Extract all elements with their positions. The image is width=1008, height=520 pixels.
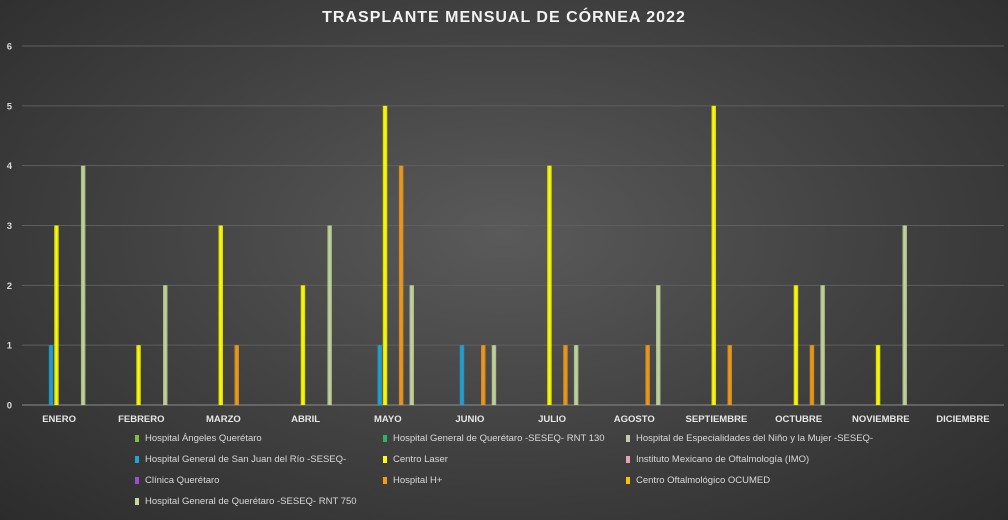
x-tick-label: SEPTIEMBRE (686, 414, 748, 425)
legend-item: Hospital General de Querétaro -SESEQ- RN… (383, 432, 626, 445)
legend-swatch (135, 435, 139, 442)
bar (491, 345, 497, 405)
x-tick-label: DICIEMBRE (936, 414, 989, 425)
bar (645, 345, 650, 405)
y-tick-label: 1 (7, 341, 13, 352)
bar (727, 345, 732, 405)
y-tick-label: 0 (7, 401, 12, 412)
legend-swatch (626, 435, 630, 442)
legend-item: Clínica Querétaro (135, 474, 383, 487)
chart-title: TRASPLANTE MENSUAL DE CÓRNEA 2022 (322, 9, 686, 26)
x-tick-label: ABRIL (291, 414, 320, 425)
legend-swatch (135, 477, 139, 484)
legend-item: Hospital H+ (383, 474, 626, 487)
legend-label: Hospital General de Querétaro -SESEQ- RN… (393, 433, 605, 444)
x-axis: ENERO FEBRERO MARZO ABRIL MAYO JUNIO JULIO AGOS… (42, 414, 989, 425)
bar (54, 225, 59, 405)
legend-swatch (626, 456, 630, 463)
bar (163, 285, 168, 405)
bar (820, 285, 825, 405)
bar (300, 285, 306, 405)
bar (547, 165, 552, 405)
x-tick-label: MAYO (374, 414, 402, 425)
y-tick-label: 2 (7, 281, 12, 292)
bar (573, 345, 579, 405)
legend-swatch (135, 456, 139, 463)
x-tick-label: ENERO (42, 414, 76, 425)
bar (459, 345, 465, 405)
bar (327, 225, 332, 405)
legend: Hospital Ángeles Querétaro Hospital Gener… (135, 432, 995, 508)
bar (136, 345, 141, 405)
bar (234, 345, 239, 405)
gridlines (22, 45, 1004, 406)
y-axis: 0 1 2 3 4 5 6 (7, 42, 13, 412)
y-tick-label: 3 (7, 221, 12, 232)
bar (481, 345, 486, 405)
y-tick-label: 6 (7, 42, 12, 53)
bar (80, 165, 86, 405)
bar (875, 345, 881, 405)
legend-label: Centro Laser (393, 454, 448, 465)
legend-label: Instituto Mexicano de Oftalmología (IMO) (636, 454, 810, 465)
legend-swatch (383, 456, 387, 463)
legend-label: Hospital H+ (393, 475, 443, 486)
x-tick-label: OCTUBRE (775, 414, 822, 425)
legend-swatch (135, 498, 139, 505)
x-tick-label: MARZO (206, 414, 241, 425)
legend-item: Centro Oftalmológico OCUMED (626, 474, 956, 487)
y-tick-label: 4 (7, 161, 13, 172)
bar (563, 345, 568, 405)
legend-item: Hospital General de San Juan del Río -SE… (135, 453, 383, 466)
bar (377, 345, 382, 405)
legend-label: Centro Oftalmológico OCUMED (636, 475, 771, 486)
bar (809, 345, 815, 405)
bar (793, 285, 799, 405)
legend-label: Clínica Querétaro (145, 475, 220, 486)
y-tick-label: 5 (7, 101, 13, 112)
legend-swatch (383, 435, 387, 442)
legend-item: Centro Laser (383, 453, 626, 466)
legend-item: Instituto Mexicano de Oftalmología (IMO) (626, 453, 956, 466)
x-tick-label: JUNIO (455, 414, 484, 425)
bar (902, 225, 907, 405)
legend-swatch (383, 477, 387, 484)
x-tick-label: NOVIEMBRE (852, 414, 910, 425)
legend-item: Hospital de Especialidades del Niño y la… (626, 432, 956, 445)
bars (48, 105, 907, 406)
bar (409, 285, 414, 405)
bar (218, 225, 223, 405)
x-tick-label: AGOSTO (614, 414, 655, 425)
legend-swatch (626, 477, 630, 484)
legend-label: Hospital General de Querétaro -SESEQ- RN… (145, 496, 357, 507)
bar (398, 165, 404, 405)
bar (711, 105, 716, 406)
x-tick-label: JULIO (538, 414, 566, 425)
bar (382, 105, 388, 406)
x-tick-label: FEBRERO (118, 414, 164, 425)
bar (656, 285, 661, 405)
legend-label: Hospital General de San Juan del Río -SE… (145, 454, 347, 465)
bar (48, 345, 54, 405)
legend-label: Hospital Ángeles Querétaro (145, 433, 262, 444)
legend-item: Hospital Ángeles Querétaro (135, 432, 383, 445)
legend-label: Hospital de Especialidades del Niño y la… (636, 433, 874, 444)
legend-item: Hospital General de Querétaro -SESEQ- RN… (135, 495, 383, 508)
